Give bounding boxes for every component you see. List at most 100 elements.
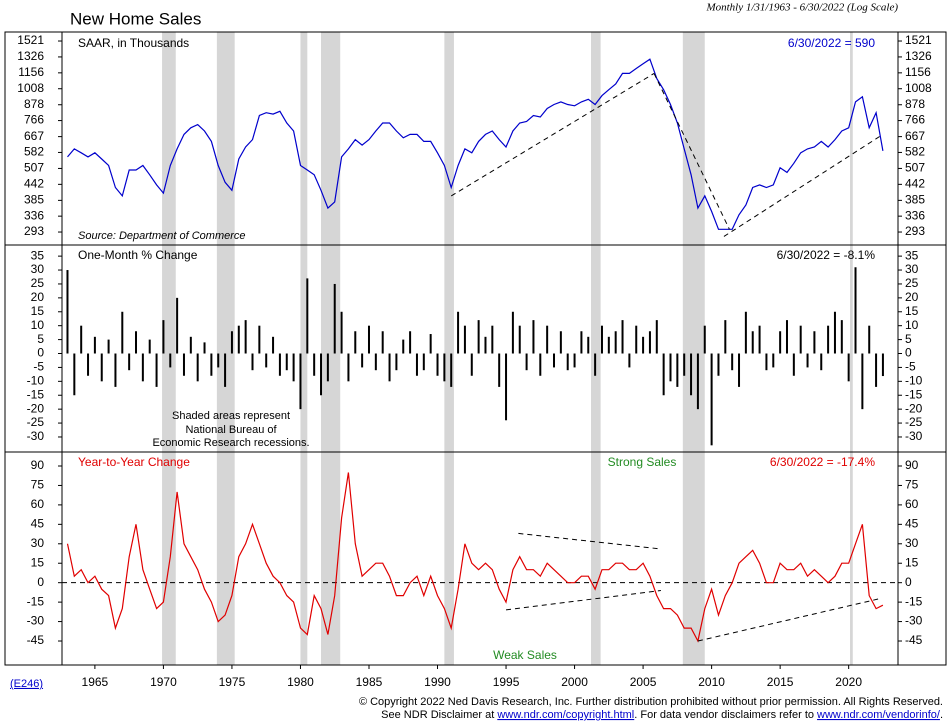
bar — [443, 353, 446, 382]
bar — [868, 325, 871, 354]
bar — [141, 353, 144, 382]
bar — [655, 320, 658, 354]
y-tick-label: -20 — [905, 401, 923, 415]
bar — [463, 325, 466, 354]
panel-label: SAAR, in Thousands — [78, 36, 189, 50]
trend-line — [723, 133, 884, 237]
bar — [114, 353, 117, 387]
bar — [559, 331, 562, 354]
bar — [272, 336, 275, 354]
bar — [498, 353, 501, 387]
y-tick-label: 336 — [905, 208, 925, 222]
x-tick-label: 2000 — [561, 675, 588, 689]
recession-band — [682, 32, 705, 245]
bar — [676, 353, 679, 387]
recession-band — [591, 452, 601, 665]
y-tick-label: 582 — [24, 145, 44, 159]
recession-band — [850, 452, 853, 665]
trend-line — [518, 532, 661, 550]
bar — [230, 331, 233, 354]
bar — [861, 353, 864, 410]
bar — [600, 325, 603, 354]
recession-band — [444, 452, 454, 665]
x-tick-label: 1970 — [150, 675, 177, 689]
recession-band — [850, 245, 853, 452]
bar — [820, 353, 823, 371]
y-tick-label: 385 — [24, 193, 44, 207]
bar — [751, 331, 754, 354]
link[interactable]: www.ndr.com/vendorinfo/ — [816, 709, 941, 721]
outer-frame — [4, 31, 947, 666]
bar — [532, 320, 535, 354]
recession-band — [321, 245, 341, 452]
y-tick-label: 0 — [37, 346, 44, 360]
y-tick-label: -30 — [905, 429, 923, 443]
y-tick-label: 25 — [31, 276, 45, 290]
bar — [258, 325, 261, 354]
annotation: Shaded areas represent — [172, 410, 290, 422]
recession-band — [850, 32, 853, 245]
strong-label: Strong Sales — [608, 455, 677, 469]
bar — [333, 283, 336, 354]
y-tick-label: 60 — [905, 497, 919, 511]
recession-band — [300, 32, 308, 245]
bar — [292, 353, 295, 382]
bar — [614, 331, 617, 354]
y-tick-label: 10 — [905, 318, 919, 332]
source: Source: Department of Commerce — [78, 230, 246, 242]
annotation: Economic Research recessions. — [152, 437, 309, 449]
weak-label: Weak Sales — [493, 648, 557, 662]
y-tick-label: 293 — [24, 224, 44, 238]
bar — [813, 331, 816, 354]
bar — [278, 353, 281, 376]
bar — [374, 353, 377, 371]
bar — [635, 325, 638, 354]
recession-band — [300, 245, 308, 452]
bar — [594, 353, 597, 376]
bar — [539, 353, 542, 376]
y-tick-label: 1326 — [17, 49, 44, 63]
bar — [648, 331, 651, 354]
y-tick-label: 15 — [905, 304, 919, 318]
disclaimer: See NDR Disclaimer at www.ndr.com/copyri… — [381, 709, 943, 721]
y-tick-label: 90 — [31, 458, 45, 472]
annotation: National Bureau of — [185, 424, 277, 436]
y-tick-label: 35 — [31, 248, 45, 262]
y-tick-label: 30 — [905, 262, 919, 276]
copyright: © Copyright 2022 Ned Davis Research, Inc… — [359, 696, 943, 708]
x-tick-label: 1990 — [424, 675, 451, 689]
bar — [703, 325, 706, 354]
bar — [580, 331, 583, 354]
bar — [525, 353, 528, 371]
y-tick-label: -45 — [27, 633, 45, 647]
panel-label: Year-to-Year Change — [78, 455, 190, 469]
trend-line — [697, 597, 882, 642]
y-tick-label: 0 — [37, 575, 44, 589]
bar — [854, 267, 857, 354]
recession-band — [216, 245, 235, 452]
bar — [66, 270, 69, 354]
y-tick-label: 10 — [31, 318, 45, 332]
recession-band — [444, 245, 454, 452]
y-tick-label: 35 — [905, 248, 919, 262]
bar — [189, 336, 192, 354]
y-tick-label: 0 — [905, 575, 912, 589]
bar — [244, 320, 247, 354]
recession-band — [162, 245, 176, 452]
bar — [436, 353, 439, 376]
bar — [642, 336, 645, 354]
bar — [833, 311, 836, 354]
bar — [395, 353, 398, 371]
bar — [662, 353, 665, 396]
bar — [690, 353, 693, 396]
recession-band — [591, 245, 601, 452]
bar — [251, 353, 254, 371]
bar — [840, 320, 843, 354]
bar — [422, 353, 425, 371]
bar — [121, 311, 124, 354]
last-value: 6/30/2022 = 590 — [788, 36, 875, 50]
code-link[interactable]: (E246) — [10, 678, 43, 690]
y-tick-label: 766 — [24, 113, 44, 127]
link[interactable]: www.ndr.com/copyright.html — [496, 709, 634, 721]
